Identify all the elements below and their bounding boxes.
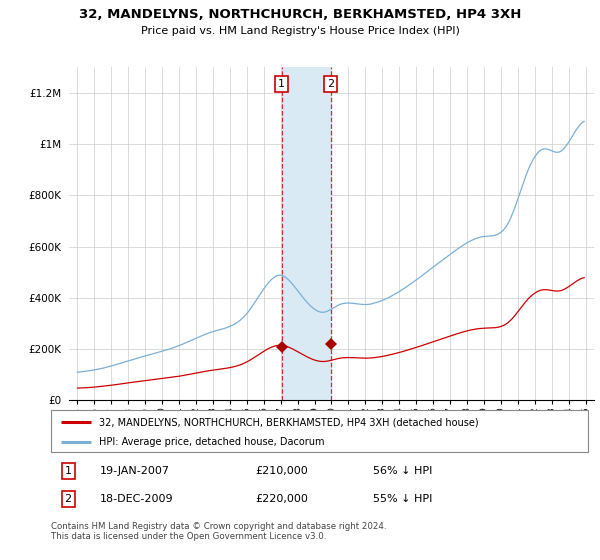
Text: 1: 1 <box>278 79 285 89</box>
Text: 2: 2 <box>65 494 72 503</box>
Text: 2: 2 <box>327 79 334 89</box>
Text: 55% ↓ HPI: 55% ↓ HPI <box>373 494 433 503</box>
Text: Contains HM Land Registry data © Crown copyright and database right 2024.
This d: Contains HM Land Registry data © Crown c… <box>51 522 386 542</box>
Text: 18-DEC-2009: 18-DEC-2009 <box>100 494 173 503</box>
FancyBboxPatch shape <box>51 410 588 452</box>
Text: Price paid vs. HM Land Registry's House Price Index (HPI): Price paid vs. HM Land Registry's House … <box>140 26 460 36</box>
Text: £220,000: £220,000 <box>255 494 308 503</box>
Bar <box>281 67 331 400</box>
Text: 19-JAN-2007: 19-JAN-2007 <box>100 466 169 476</box>
Text: 32, MANDELYNS, NORTHCHURCH, BERKHAMSTED, HP4 3XH (detached house): 32, MANDELYNS, NORTHCHURCH, BERKHAMSTED,… <box>100 417 479 427</box>
Text: 32, MANDELYNS, NORTHCHURCH, BERKHAMSTED, HP4 3XH: 32, MANDELYNS, NORTHCHURCH, BERKHAMSTED,… <box>79 8 521 21</box>
Text: 56% ↓ HPI: 56% ↓ HPI <box>373 466 433 476</box>
Text: HPI: Average price, detached house, Dacorum: HPI: Average price, detached house, Daco… <box>100 437 325 447</box>
Text: £210,000: £210,000 <box>255 466 308 476</box>
Text: 1: 1 <box>65 466 71 476</box>
